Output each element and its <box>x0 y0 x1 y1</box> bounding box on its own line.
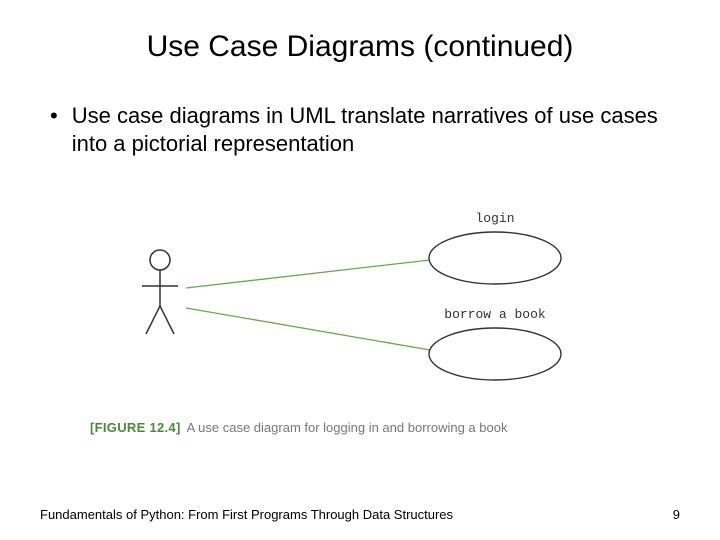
diagram-svg: login borrow a book <box>90 198 630 398</box>
use-case-diagram: login borrow a book <box>40 198 680 398</box>
slide-footer: Fundamentals of Python: From First Progr… <box>40 507 680 522</box>
bullet-item: • Use case diagrams in UML translate nar… <box>40 102 680 158</box>
figure-caption: A use case diagram for logging in and bo… <box>187 420 508 435</box>
svg-text:borrow a book: borrow a book <box>444 307 546 322</box>
figure-label: [FIGURE 12.4] <box>90 420 181 435</box>
slide-title: Use Case Diagrams (continued) <box>40 30 680 64</box>
figure-caption-row: [FIGURE 12.4] A use case diagram for log… <box>40 420 680 435</box>
slide: Use Case Diagrams (continued) • Use case… <box>0 0 720 540</box>
bullet-text: Use case diagrams in UML translate narra… <box>72 102 660 158</box>
footer-left: Fundamentals of Python: From First Progr… <box>40 507 453 522</box>
bullet-dot-icon: • <box>50 102 58 130</box>
footer-page-number: 9 <box>673 507 680 522</box>
svg-text:login: login <box>475 211 514 226</box>
